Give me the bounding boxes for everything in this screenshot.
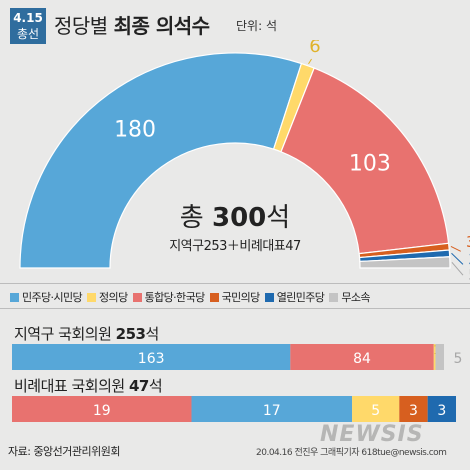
legend-item-1: 정의당: [87, 289, 128, 305]
bar-label-2: 5: [371, 403, 380, 419]
proportional-title-unit: 석: [148, 377, 163, 395]
leader-item-4: [451, 252, 464, 265]
badge-event: 총선: [16, 27, 40, 41]
legend-swatch-2: [132, 293, 142, 302]
unit-label: 단위: 석: [236, 19, 277, 33]
election-badge: 4.15 총선: [10, 8, 46, 44]
legend-label-5: 무소속: [341, 291, 370, 304]
bar-segment-3: [399, 396, 428, 422]
bar-segment-2: [433, 344, 436, 370]
legend-label-4: 열린민주당: [276, 291, 325, 304]
leader-item-3: [450, 246, 461, 252]
title-prefix: 정당별: [54, 14, 108, 38]
district-stacked-bar: 1638415: [12, 344, 463, 370]
badge-date: 4.15: [13, 11, 43, 25]
legend-item-4: 열린민주당: [264, 289, 325, 305]
legend-label-2: 통합당·한국당: [144, 291, 206, 304]
slice-label-item-1: 6: [309, 40, 320, 57]
divider-top: [0, 283, 470, 284]
bar-label-1: 84: [353, 351, 371, 367]
divider-bottom: [0, 308, 470, 309]
bar-label-3: 5: [454, 351, 463, 367]
newsis-watermark: NEWSIS: [320, 422, 424, 447]
district-section-title: 지역구 국회의원 253석: [14, 323, 159, 344]
legend-label-3: 국민의당: [221, 291, 261, 304]
title-bold: 최종 의석수: [113, 14, 210, 38]
bar-label-3: 3: [409, 403, 418, 419]
credit-note: 20.04.16 전진우 그래픽기자 618tue@newsis.com: [256, 448, 447, 458]
proportional-title-value: 47: [128, 377, 149, 395]
slice-item-0: [19, 52, 303, 269]
bar-segment-1: [290, 344, 434, 370]
leader-item-1: [308, 58, 312, 65]
slice-label-item-3: 3: [466, 233, 470, 251]
legend-swatch-3: [209, 293, 219, 302]
legend-swatch-5: [329, 293, 339, 302]
slice-label-item-4: 3: [468, 250, 470, 268]
district-title-value: 253: [115, 325, 146, 343]
bar-label-4: 3: [437, 403, 446, 419]
bar-segment-0: [12, 396, 192, 422]
legend: 민주당·시민당 정의당 통합당·한국당 국민의당 열린민주당 무소속: [10, 289, 375, 305]
legend-swatch-0: [10, 293, 19, 302]
legend-item-0: 민주당·시민당: [10, 289, 83, 305]
total-seats: 총 300석: [180, 203, 290, 233]
total-unit: 석: [266, 203, 290, 233]
slice-label-item-5: 5: [468, 266, 470, 282]
legend-item-2: 통합당·한국당: [132, 289, 206, 305]
legend-label-0: 민주당·시민당: [22, 291, 83, 304]
slice-label-item-0: 180: [114, 117, 156, 142]
proportional-stacked-bar: 19 17 5 3 3: [12, 396, 456, 422]
bar-segment-0: [12, 344, 291, 370]
page-title: 정당별 최종 의석수: [54, 10, 210, 39]
source-note: 자료: 중앙선거관리위원회: [8, 445, 121, 458]
bar-label-0: 163: [138, 351, 165, 367]
bar-segment-1: [191, 396, 353, 422]
bar-label-0: 19: [93, 403, 111, 419]
legend-item-5: 무소속: [329, 289, 370, 305]
legend-label-1: 정의당: [99, 291, 128, 304]
district-title-prefix: 지역구 국회의원: [14, 325, 112, 343]
total-value: 300: [212, 203, 266, 233]
proportional-section-title: 비례대표 국회의원 47석: [14, 375, 163, 396]
bar-segment-4: [427, 396, 456, 422]
bar-segment-3: [435, 344, 444, 370]
bar-segment-2: [352, 396, 400, 422]
seat-breakdown: 지역구253＋비례대표47: [169, 239, 301, 254]
slice-item-5: [359, 256, 451, 269]
district-title-unit: 석: [145, 325, 159, 343]
bar-label-1: 17: [263, 403, 281, 419]
total-label: 총: [180, 203, 212, 233]
leader-item-5: [451, 261, 464, 276]
slice-label-item-2: 103: [349, 152, 391, 177]
legend-swatch-4: [264, 293, 274, 302]
proportional-title-prefix: 비례대표 국회의원: [14, 377, 125, 395]
legend-swatch-1: [87, 293, 97, 302]
legend-item-3: 국민의당: [209, 289, 261, 305]
